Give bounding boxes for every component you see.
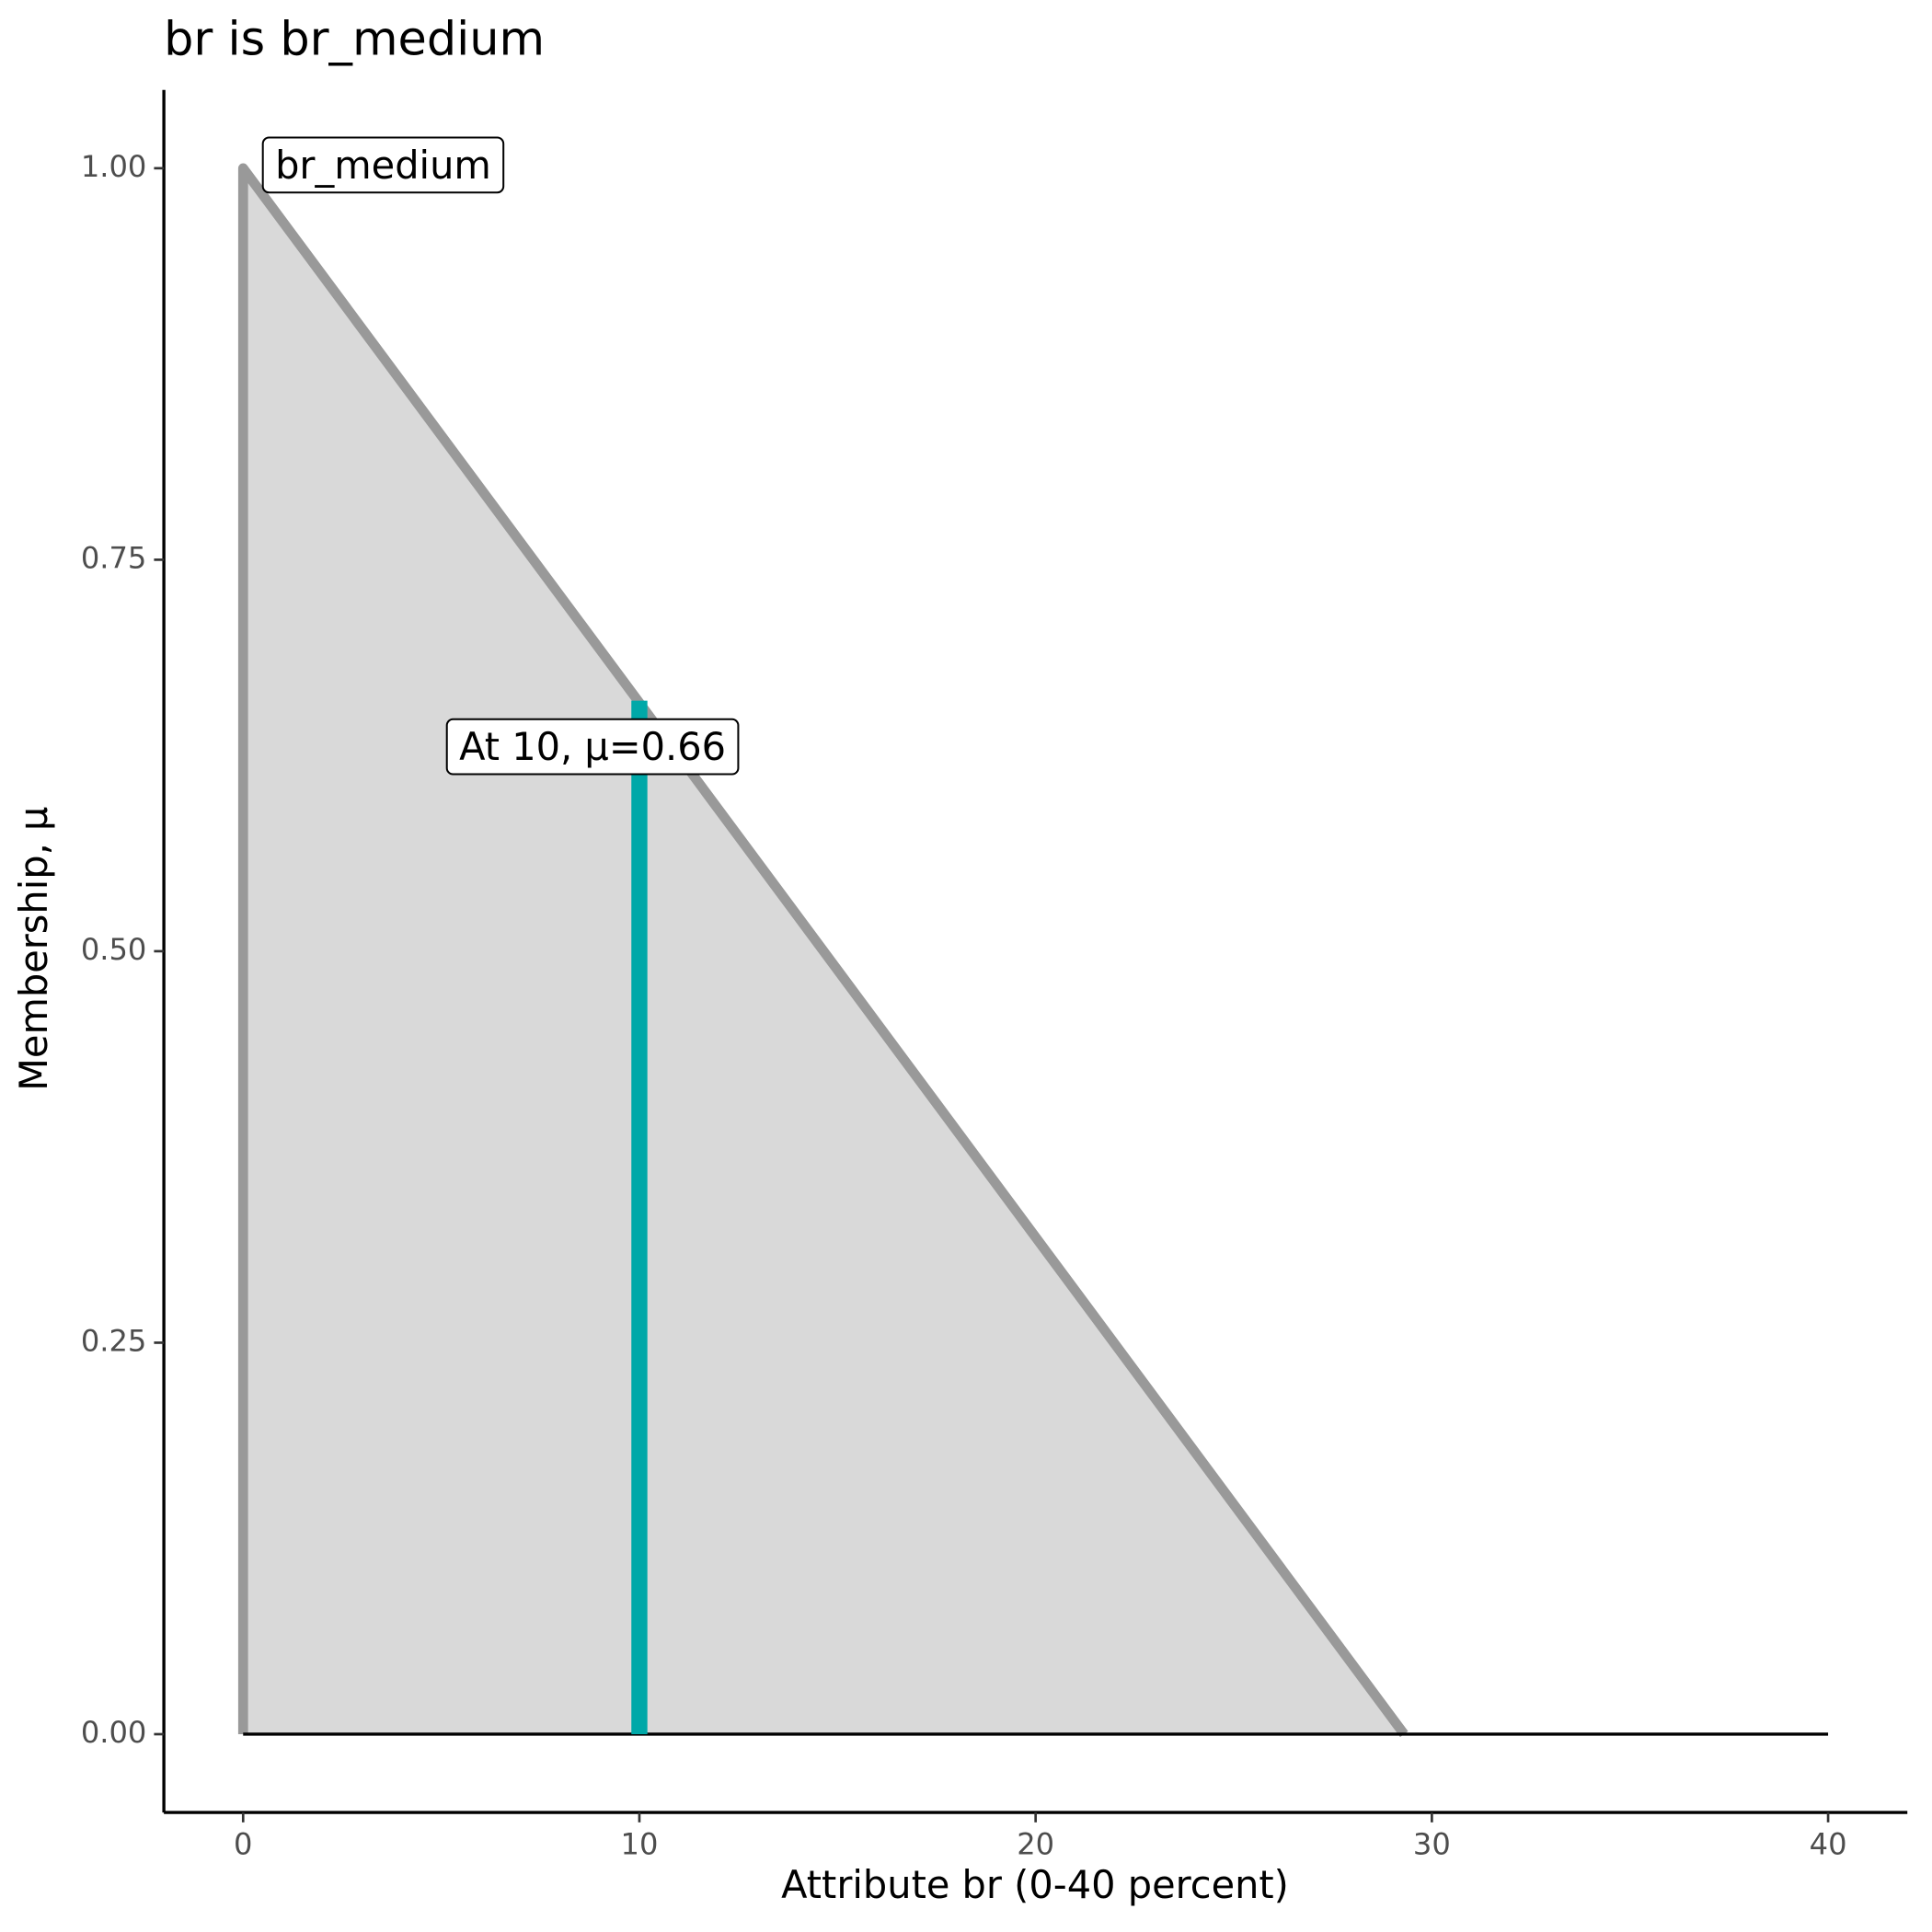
x-tick-label: 30 [1413, 1826, 1451, 1861]
x-tick-label: 10 [621, 1826, 659, 1861]
y-tick-label: 0.00 [81, 1715, 147, 1750]
marker-label: At 10, μ=0.66 [459, 724, 726, 769]
x-tick-label: 20 [1017, 1826, 1054, 1861]
chart-title: br is br_medium [164, 13, 545, 67]
y-tick-label: 1.00 [81, 149, 147, 184]
y-tick-label: 0.50 [81, 932, 147, 967]
area [243, 167, 1405, 1734]
line [237, 163, 1409, 1738]
marker-label-box [445, 718, 740, 776]
y-axis-title: Membership, μ [11, 807, 56, 1091]
x-tick-label: 0 [234, 1826, 252, 1861]
x-axis-title: Attribute br (0-40 percent) [781, 1862, 1289, 1907]
series-label-box [261, 136, 505, 194]
series-label: br_medium [275, 143, 491, 188]
y-tick-label: 0.25 [81, 1323, 147, 1358]
y-tick-label: 0.75 [81, 540, 147, 575]
x-tick-label: 40 [1810, 1826, 1847, 1861]
